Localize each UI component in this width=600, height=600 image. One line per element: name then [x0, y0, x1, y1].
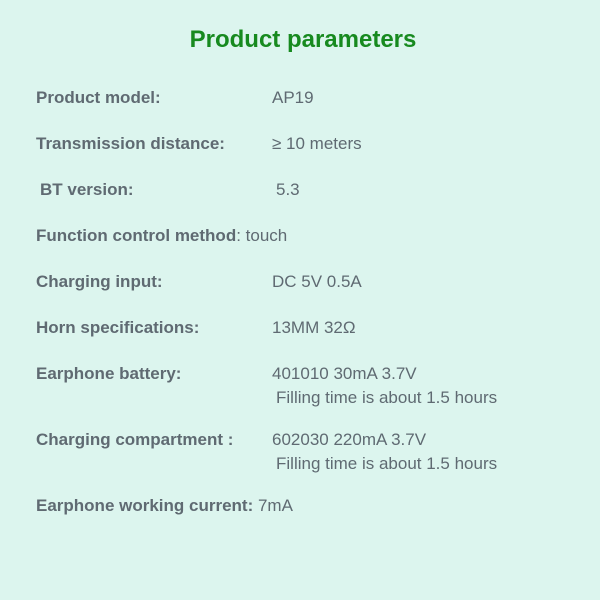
param-value: AP19	[272, 88, 314, 108]
param-value: ≥ 10 meters	[272, 134, 362, 154]
param-value: 602030 220mA 3.7V	[272, 430, 426, 450]
param-charging-compartment: Charging compartment : 602030 220mA 3.7V	[36, 430, 570, 450]
param-value: 13MM 32Ω	[272, 318, 356, 338]
param-function-control: Function control method: touch	[36, 226, 570, 246]
param-transmission-distance: Transmission distance: ≥ 10 meters	[36, 134, 570, 154]
param-label: Charging compartment :	[36, 430, 272, 450]
param-label: Transmission distance:	[36, 134, 272, 154]
product-parameters-panel: Product parameters Product model: AP19 T…	[0, 0, 600, 600]
param-value: 401010 30mA 3.7V	[272, 364, 417, 384]
param-value: DC 5V 0.5A	[272, 272, 362, 292]
param-bt-version: BT version: 5.3	[40, 180, 570, 200]
param-label: Horn specifications:	[36, 318, 272, 338]
param-value: 5.3	[276, 180, 300, 200]
param-label: Earphone working current:	[36, 496, 253, 515]
param-label: Charging input:	[36, 272, 272, 292]
param-value-sub: Filling time is about 1.5 hours	[276, 454, 570, 474]
param-label: Function control method	[36, 226, 236, 245]
param-charging-input: Charging input: DC 5V 0.5A	[36, 272, 570, 292]
param-value-sub: Filling time is about 1.5 hours	[276, 388, 570, 408]
page-title: Product parameters	[36, 26, 570, 54]
param-earphone-battery: Earphone battery: 401010 30mA 3.7V	[36, 364, 570, 384]
param-value: 7mA	[253, 496, 293, 515]
param-working-current: Earphone working current: 7mA	[36, 496, 570, 516]
param-horn-spec: Horn specifications: 13MM 32Ω	[36, 318, 570, 338]
param-value: : touch	[236, 226, 287, 245]
param-label: Product model:	[36, 88, 272, 108]
param-label: Earphone battery:	[36, 364, 272, 384]
param-product-model: Product model: AP19	[36, 88, 570, 108]
param-label: BT version:	[40, 180, 276, 200]
